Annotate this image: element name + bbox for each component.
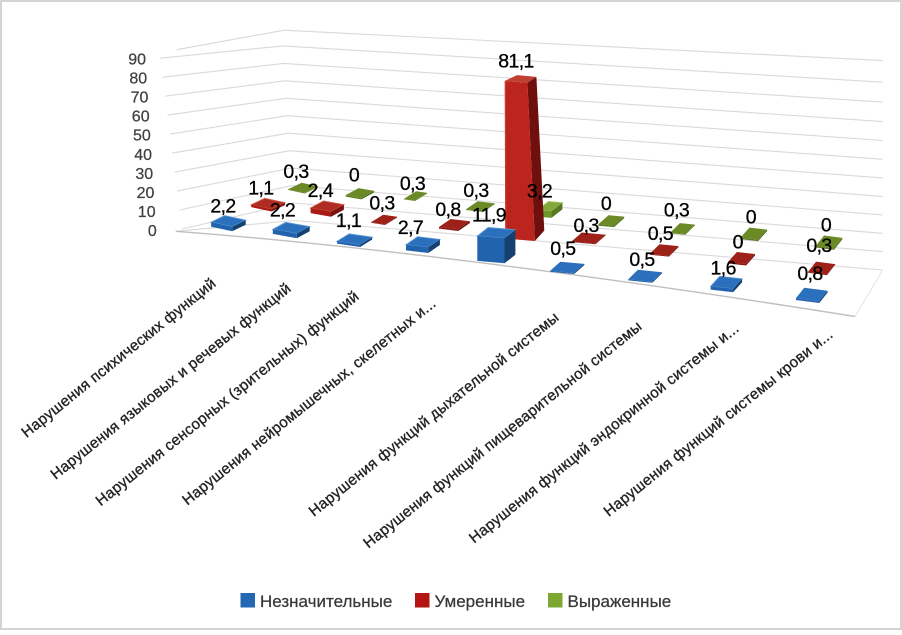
svg-text:20: 20 (137, 185, 155, 202)
svg-text:3,2: 3,2 (527, 181, 552, 203)
svg-text:0,3: 0,3 (573, 215, 598, 237)
svg-text:0: 0 (148, 223, 157, 240)
svg-text:0,8: 0,8 (797, 263, 822, 285)
svg-text:0,3: 0,3 (463, 180, 488, 202)
svg-text:0,8: 0,8 (435, 199, 460, 221)
svg-text:Умеренные: Умеренные (435, 592, 526, 611)
svg-text:70: 70 (131, 90, 149, 107)
svg-text:0: 0 (601, 193, 612, 215)
svg-text:11,9: 11,9 (472, 204, 506, 226)
svg-text:1,6: 1,6 (711, 257, 736, 279)
svg-text:30: 30 (135, 166, 153, 183)
svg-text:81,1: 81,1 (498, 51, 534, 73)
svg-text:90: 90 (128, 52, 146, 69)
svg-text:0,5: 0,5 (629, 249, 655, 271)
svg-text:0: 0 (733, 231, 744, 253)
svg-text:60: 60 (132, 109, 150, 126)
svg-text:2,7: 2,7 (398, 217, 423, 239)
svg-text:0,3: 0,3 (369, 193, 394, 215)
svg-text:1,1: 1,1 (248, 178, 273, 200)
svg-text:Незначительные: Незначительные (260, 592, 392, 611)
svg-text:0,3: 0,3 (400, 173, 425, 195)
svg-text:0,3: 0,3 (806, 235, 831, 257)
svg-text:0,5: 0,5 (550, 238, 576, 260)
svg-text:0: 0 (821, 215, 832, 237)
svg-text:Выраженные: Выраженные (568, 592, 672, 611)
svg-text:0: 0 (746, 207, 757, 229)
svg-text:2,2: 2,2 (210, 196, 235, 218)
svg-text:50: 50 (133, 128, 151, 145)
svg-text:0: 0 (349, 165, 360, 187)
svg-text:10: 10 (138, 204, 156, 221)
svg-text:0,3: 0,3 (664, 200, 689, 222)
svg-text:1,1: 1,1 (336, 210, 361, 232)
svg-text:80: 80 (129, 71, 147, 88)
svg-text:2,2: 2,2 (270, 200, 295, 222)
svg-text:0,5: 0,5 (648, 223, 674, 245)
svg-text:2,4: 2,4 (308, 180, 334, 202)
svg-text:40: 40 (134, 147, 152, 164)
svg-text:0,3: 0,3 (283, 161, 308, 183)
